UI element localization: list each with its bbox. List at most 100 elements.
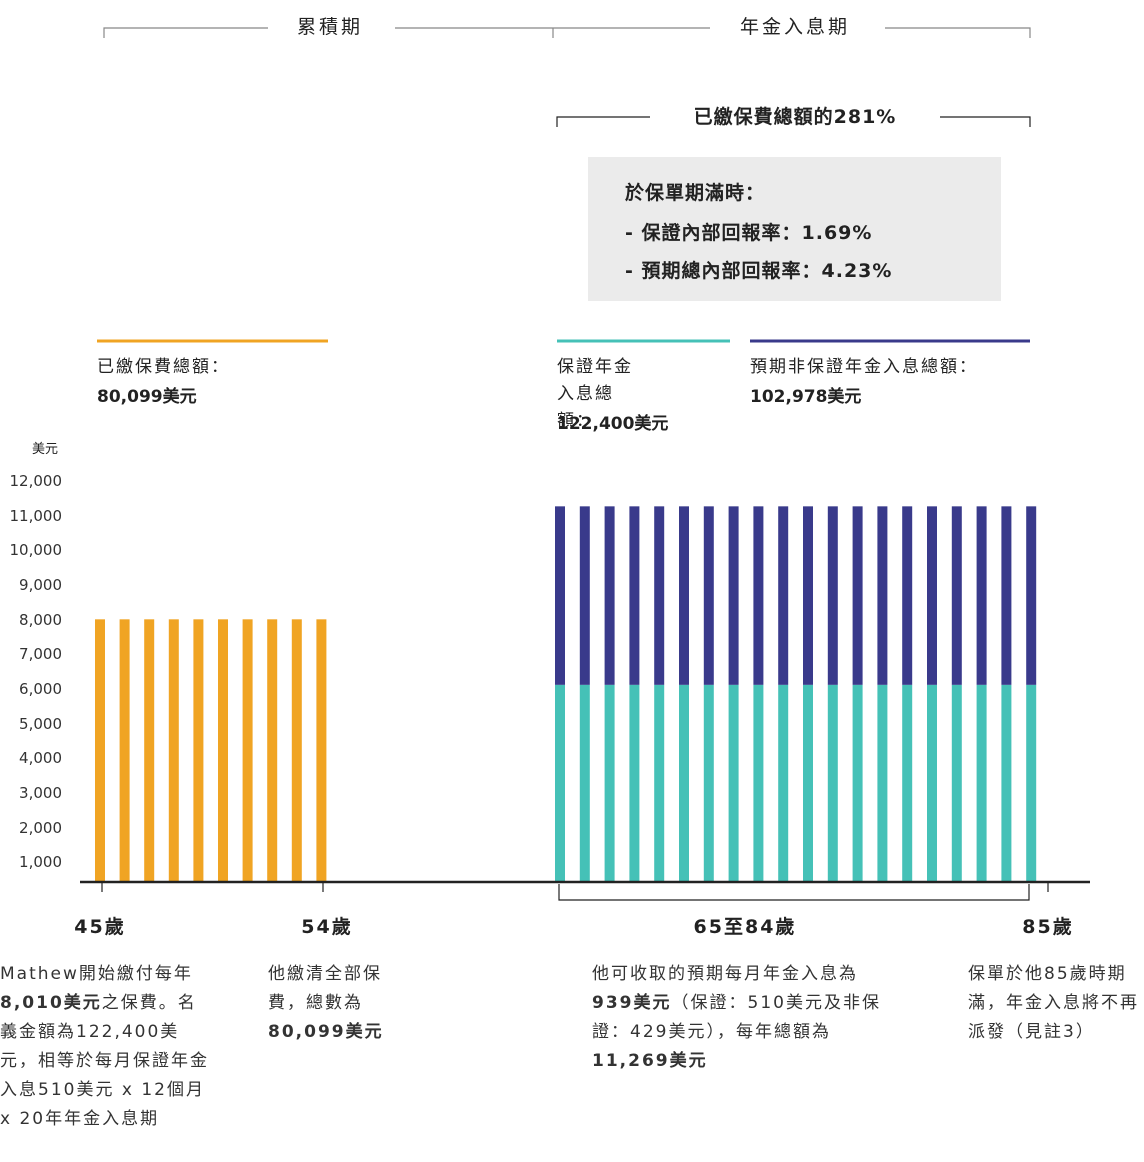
bar bbox=[629, 684, 640, 882]
bar bbox=[119, 619, 130, 882]
legend-label: 保證年金入息總額： bbox=[557, 357, 633, 431]
y-tick-label: 1,000 bbox=[19, 853, 62, 872]
y-tick-label: 2,000 bbox=[19, 818, 62, 837]
legend-label: 預期非保證年金入息總額： bbox=[750, 357, 978, 377]
period-bracket bbox=[103, 27, 1031, 38]
bar bbox=[827, 506, 838, 685]
note-highlight: 939美元 bbox=[592, 993, 672, 1013]
bar bbox=[316, 619, 327, 882]
bar bbox=[976, 506, 987, 685]
bar bbox=[1001, 506, 1012, 685]
bar bbox=[852, 506, 863, 685]
bar bbox=[1026, 684, 1037, 882]
bar bbox=[902, 506, 913, 685]
note: 他可收取的預期每月年金入息為 939美元（保證：510美元及非保證：429美元），… bbox=[592, 960, 897, 1076]
x-tick-label: 65至84歲 bbox=[693, 916, 797, 938]
x-tick-label: 85歲 bbox=[1022, 916, 1074, 938]
period-label: 累積期 bbox=[288, 12, 372, 39]
period-brackets bbox=[103, 27, 1031, 901]
bar bbox=[679, 684, 689, 882]
info-box bbox=[588, 157, 1001, 301]
bar bbox=[753, 684, 764, 882]
y-tick-label: 7,000 bbox=[19, 645, 62, 664]
y-tick-label: 4,000 bbox=[19, 749, 62, 768]
legend-total: 80,099美元 bbox=[97, 387, 197, 407]
x-tick-label: 54歲 bbox=[301, 916, 353, 938]
bar bbox=[852, 684, 863, 882]
bar bbox=[555, 506, 565, 685]
period-label: 年金入息期 bbox=[731, 12, 859, 39]
bar bbox=[951, 684, 962, 882]
bar bbox=[242, 619, 253, 882]
bar bbox=[778, 684, 789, 882]
y-tick-label: 11,000 bbox=[9, 506, 63, 525]
y-tick-label: 8,000 bbox=[19, 610, 62, 629]
y-tick-label: 9,000 bbox=[19, 576, 62, 594]
bar bbox=[218, 619, 228, 882]
bar bbox=[902, 684, 913, 882]
bar bbox=[728, 684, 739, 882]
return-bracket bbox=[556, 116, 1031, 127]
bar bbox=[1026, 506, 1037, 685]
age-bracket bbox=[558, 884, 1030, 901]
bar bbox=[803, 684, 813, 882]
bar bbox=[703, 684, 714, 882]
note-text: Mathew開始繳付每年 bbox=[0, 964, 193, 984]
bar bbox=[1001, 684, 1012, 882]
note-text: 他可收取的預期每月年金入息為 bbox=[592, 964, 858, 984]
x-tick-label: 45歲 bbox=[74, 916, 126, 938]
legend-total: 102,978美元 bbox=[750, 387, 862, 407]
note-text: 他繳清全部保費，總數為 bbox=[268, 964, 382, 1013]
bar bbox=[193, 619, 204, 882]
legend-label: 已繳保費總額： bbox=[97, 357, 230, 377]
bar bbox=[877, 684, 888, 882]
bar bbox=[604, 684, 615, 882]
y-unit: 美元 bbox=[31, 442, 59, 457]
bar bbox=[877, 506, 888, 685]
bar bbox=[95, 619, 105, 882]
bar bbox=[827, 684, 838, 882]
bar bbox=[654, 506, 665, 685]
note-highlight: 80,099美元 bbox=[268, 1022, 384, 1042]
bar bbox=[803, 506, 813, 685]
box-text: - 保證內部回報率：1.69% bbox=[625, 222, 873, 244]
bar bbox=[267, 619, 278, 882]
bar bbox=[604, 506, 615, 685]
y-tick-label: 12,000 bbox=[9, 472, 63, 490]
y-tick-label: 3,000 bbox=[19, 784, 62, 802]
note-text: （保證：510美元及非保證：429美元），每年總額為 bbox=[592, 993, 881, 1042]
bar bbox=[168, 619, 179, 882]
note-text: 之保費。名義金額為122,400美元，相等於每月保證年金入息510美元 x 12… bbox=[0, 993, 209, 1129]
bar bbox=[629, 506, 640, 685]
note-highlight: 11,269美元 bbox=[592, 1051, 708, 1071]
bar bbox=[778, 506, 789, 685]
bar bbox=[927, 506, 937, 685]
bar bbox=[728, 506, 739, 685]
bar bbox=[144, 619, 155, 882]
note: Mathew開始繳付每年 8,010美元之保費。名義金額為122,400美元，相等… bbox=[0, 960, 215, 1134]
note-text: 保單於他85歲時期滿，年金入息將不再派發（見註3） bbox=[968, 964, 1139, 1042]
bar bbox=[703, 506, 714, 685]
bar bbox=[579, 684, 590, 882]
bar bbox=[555, 684, 565, 882]
bar bbox=[579, 506, 590, 685]
bar bbox=[753, 506, 764, 685]
box-text: 於保單期滿時： bbox=[625, 182, 766, 204]
note: 保單於他85歲時期滿，年金入息將不再派發（見註3） bbox=[968, 960, 1144, 1047]
y-tick-label: 5,000 bbox=[19, 714, 62, 733]
return-title: 已繳保費總額的281% bbox=[693, 106, 897, 128]
bar bbox=[976, 684, 987, 882]
box-text: - 預期總內部回報率：4.23% bbox=[625, 260, 893, 282]
note: 他繳清全部保費，總數為 80,099美元 bbox=[268, 960, 408, 1047]
legend-total: 122,400美元 bbox=[557, 414, 669, 434]
bar bbox=[951, 506, 962, 685]
y-tick-label: 6,000 bbox=[19, 680, 62, 698]
bar bbox=[927, 684, 937, 882]
bar bbox=[679, 506, 689, 685]
note-highlight: 8,010美元 bbox=[0, 993, 102, 1013]
bar bbox=[654, 684, 665, 882]
y-tick-label: 10,000 bbox=[9, 541, 63, 560]
bar bbox=[291, 619, 302, 882]
